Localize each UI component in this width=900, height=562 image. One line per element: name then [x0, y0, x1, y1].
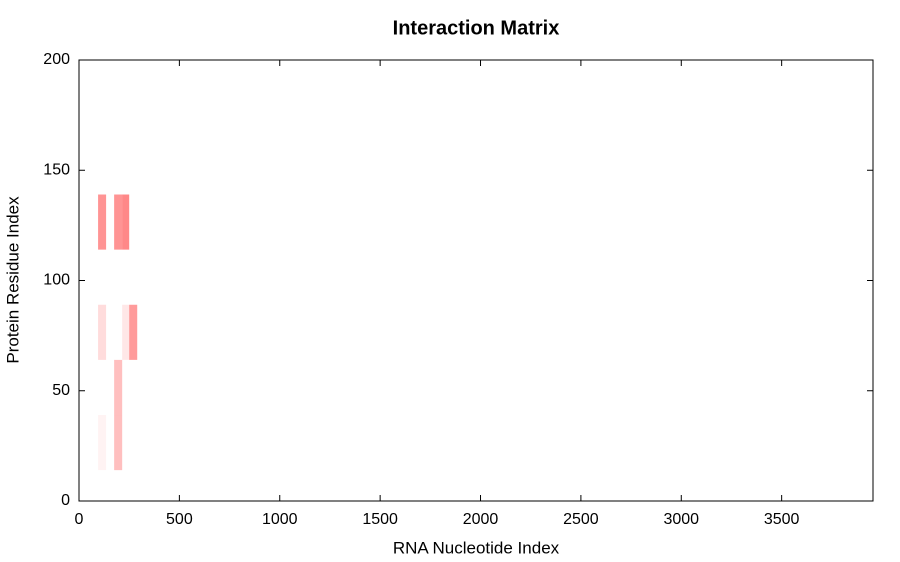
heatmap-cell: [98, 194, 107, 250]
chart-title: Interaction Matrix: [393, 17, 560, 39]
x-tick-label: 3500: [764, 511, 800, 528]
heatmap-cell: [122, 304, 130, 360]
heatmap-cell: [114, 415, 123, 471]
x-tick-label: 2500: [563, 511, 599, 528]
x-tick-label: 3000: [663, 511, 699, 528]
x-tick-label: 2000: [463, 511, 499, 528]
y-tick-label: 150: [43, 161, 70, 178]
heatmap-cell: [114, 359, 123, 416]
y-tick-label: 100: [43, 272, 70, 289]
x-tick-label: 1000: [262, 511, 298, 528]
y-tick-label: 50: [52, 382, 70, 399]
x-tick-label: 0: [75, 511, 84, 528]
heatmap-cell: [129, 304, 138, 360]
x-tick-label: 1500: [362, 511, 398, 528]
heatmap-cell: [114, 194, 123, 250]
y-axis-label: Protein Residue Index: [3, 196, 22, 364]
heatmap-cell: [98, 304, 107, 360]
heatmap-cell: [98, 415, 107, 471]
plot-frame: [78, 59, 874, 502]
heatmap-cell: [122, 194, 130, 250]
y-tick-label: 200: [43, 51, 70, 68]
y-tick-label: 0: [61, 492, 70, 509]
x-tick-label: 500: [166, 511, 193, 528]
x-axis-label: RNA Nucleotide Index: [393, 538, 560, 557]
